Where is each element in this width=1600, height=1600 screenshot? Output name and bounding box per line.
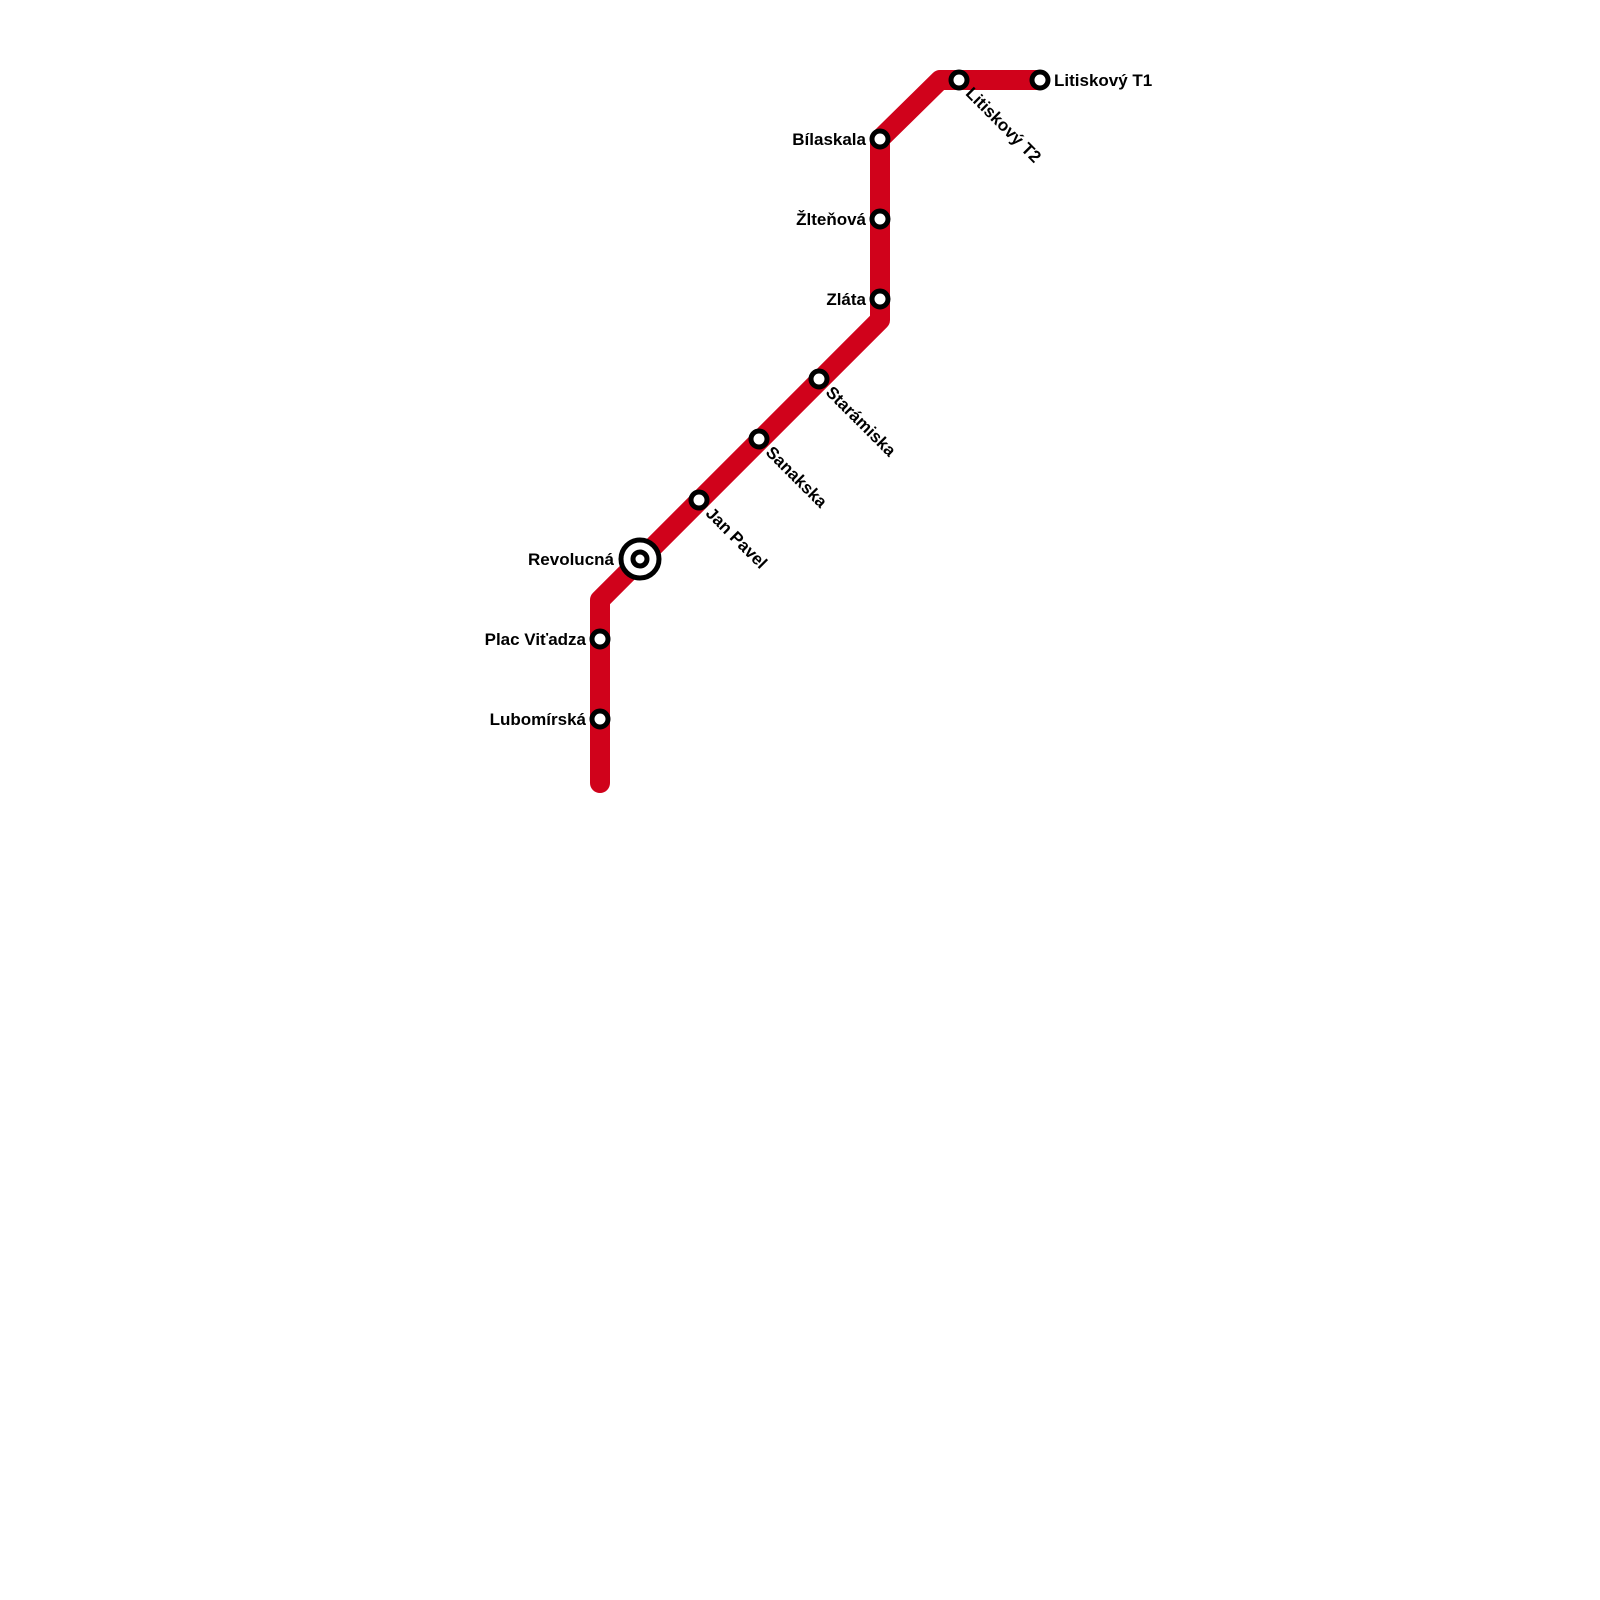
station-marker[interactable]	[869, 208, 891, 230]
station-label: Litiskový T1	[1054, 71, 1152, 90]
station-label: Zláta	[826, 290, 866, 309]
station-marker[interactable]	[869, 128, 891, 150]
station-zlata[interactable]: Zláta	[826, 288, 891, 310]
station-plac-vitadza[interactable]: Plac Viťadza	[485, 628, 611, 650]
station-litiskovy-t1[interactable]: Litiskový T1	[1029, 69, 1152, 91]
station-marker[interactable]	[688, 489, 710, 511]
station-marker[interactable]	[589, 708, 611, 730]
station-marker[interactable]	[589, 628, 611, 650]
station-marker[interactable]	[948, 69, 970, 91]
station-label: Revolucná	[528, 550, 615, 569]
station-marker[interactable]	[1029, 69, 1051, 91]
station-sanakska[interactable]: Sanakska	[748, 428, 831, 512]
station-label: Sanakska	[762, 443, 831, 512]
station-lubomirska[interactable]: Lubomírská	[490, 708, 611, 730]
interchange-inner-marker	[630, 549, 650, 569]
station-revolucna[interactable]: Revolucná	[528, 537, 662, 581]
station-label: Bílaskala	[792, 130, 866, 149]
station-marker[interactable]	[869, 288, 891, 310]
station-zltenova[interactable]: Žlteňová	[796, 208, 891, 230]
station-label: Jan Pavel	[702, 504, 771, 573]
station-marker[interactable]	[808, 368, 830, 390]
metro-line	[590, 70, 1050, 793]
station-label: Litiskový T2	[962, 84, 1045, 167]
station-label: Starámiska	[822, 383, 900, 461]
station-jan-pavel[interactable]: Jan Pavel	[688, 489, 771, 573]
station-bilaskala[interactable]: Bílaskala	[792, 128, 891, 150]
station-label: Lubomírská	[490, 710, 587, 729]
station-staramiska[interactable]: Starámiska	[808, 368, 900, 461]
station-marker[interactable]	[748, 428, 770, 450]
station-label: Plac Viťadza	[485, 630, 587, 649]
station-label: Žlteňová	[796, 210, 866, 229]
